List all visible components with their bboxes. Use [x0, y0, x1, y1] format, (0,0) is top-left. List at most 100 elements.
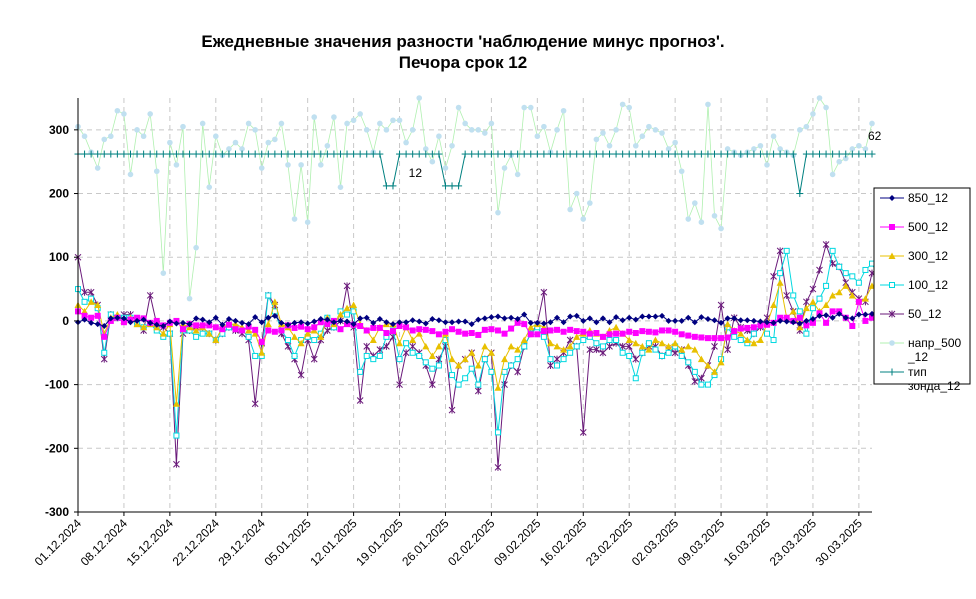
data-point: [717, 150, 725, 158]
data-point: [481, 315, 488, 322]
data-point: [133, 150, 141, 158]
data-point: [757, 142, 764, 149]
data-point: [239, 146, 245, 152]
data-point: [822, 150, 830, 158]
data-point: [435, 317, 442, 324]
data-point: [285, 162, 291, 168]
data-point: [330, 319, 337, 326]
data-point: [448, 406, 456, 414]
data-point: [507, 342, 515, 350]
legend-label: _12: [907, 350, 928, 364]
data-point: [205, 150, 213, 158]
y-tick-label: -100: [45, 378, 69, 392]
data-point: [193, 322, 200, 329]
data-point: [180, 123, 186, 130]
data-point: [422, 146, 429, 152]
data-point: [573, 312, 580, 319]
data-point: [862, 317, 869, 324]
data-point: [678, 168, 685, 175]
data-point: [704, 335, 711, 342]
data-point: [449, 326, 456, 333]
data-point: [232, 326, 239, 333]
data-point: [363, 352, 370, 359]
data-point: [271, 298, 279, 305]
data-point: [310, 150, 318, 158]
data-point: [245, 150, 253, 158]
data-point: [756, 336, 764, 344]
data-point: [665, 146, 672, 152]
data-point: [193, 333, 200, 340]
data-point: [343, 150, 351, 158]
data-point: [744, 317, 751, 324]
data-point: [206, 322, 213, 329]
data-point: [777, 146, 783, 152]
data-point: [383, 319, 390, 326]
data-point: [396, 319, 403, 326]
data-point: [619, 330, 626, 337]
data-point: [370, 324, 377, 331]
data-point: [508, 314, 515, 321]
data-point: [468, 349, 476, 356]
data-point: [402, 349, 410, 357]
data-point: [100, 150, 108, 158]
data-point: [101, 333, 108, 340]
data-point: [750, 150, 758, 158]
legend-entry-3: 100_12: [880, 278, 948, 292]
data-point: [350, 150, 358, 158]
data-point: [258, 165, 265, 171]
data-point: [449, 372, 456, 379]
data-point: [665, 317, 672, 324]
data-point: [271, 312, 278, 319]
data-point: [613, 337, 620, 344]
data-point: [861, 295, 869, 302]
data-point: [855, 279, 862, 286]
data-point: [862, 146, 869, 152]
data-point: [862, 311, 869, 318]
data-point: [474, 362, 482, 369]
data-point: [593, 346, 600, 354]
data-point: [94, 150, 102, 158]
data-point: [731, 328, 738, 335]
data-point: [487, 349, 495, 356]
data-point: [783, 318, 790, 325]
data-point: [862, 266, 869, 273]
data-point: [751, 146, 757, 152]
data-point: [350, 117, 357, 124]
data-point: [823, 312, 830, 319]
data-point: [737, 337, 744, 344]
data-point: [737, 150, 745, 158]
data-point: [638, 342, 646, 350]
data-point: [140, 316, 147, 323]
data-point: [796, 308, 803, 315]
data-point: [724, 334, 731, 341]
data-point: [514, 171, 521, 178]
data-point: [691, 150, 699, 158]
data-point: [718, 319, 725, 326]
data-point: [724, 146, 731, 152]
legend-label: 100_12: [908, 278, 948, 292]
data-point: [213, 133, 219, 140]
data-point: [311, 337, 318, 344]
data-point: [337, 317, 344, 324]
data-point: [829, 291, 837, 299]
data-point: [718, 225, 724, 232]
data-point: [343, 282, 351, 290]
data-point: [652, 127, 659, 133]
data-point: [849, 146, 856, 152]
data-point: [258, 349, 266, 356]
data-point: [776, 279, 784, 286]
data-point: [199, 330, 206, 337]
data-point: [357, 315, 364, 322]
data-point: [297, 150, 305, 158]
x-tick-label: 22.12.2024: [170, 516, 223, 569]
series-line-0: [77, 312, 886, 327]
data-point: [311, 324, 318, 331]
data-point: [697, 150, 705, 158]
data-point: [291, 150, 299, 158]
data-point: [770, 337, 777, 344]
data-point: [147, 319, 154, 326]
data-point: [173, 162, 180, 168]
data-point: [166, 150, 174, 158]
data-point: [678, 150, 686, 158]
data-point: [474, 150, 482, 158]
